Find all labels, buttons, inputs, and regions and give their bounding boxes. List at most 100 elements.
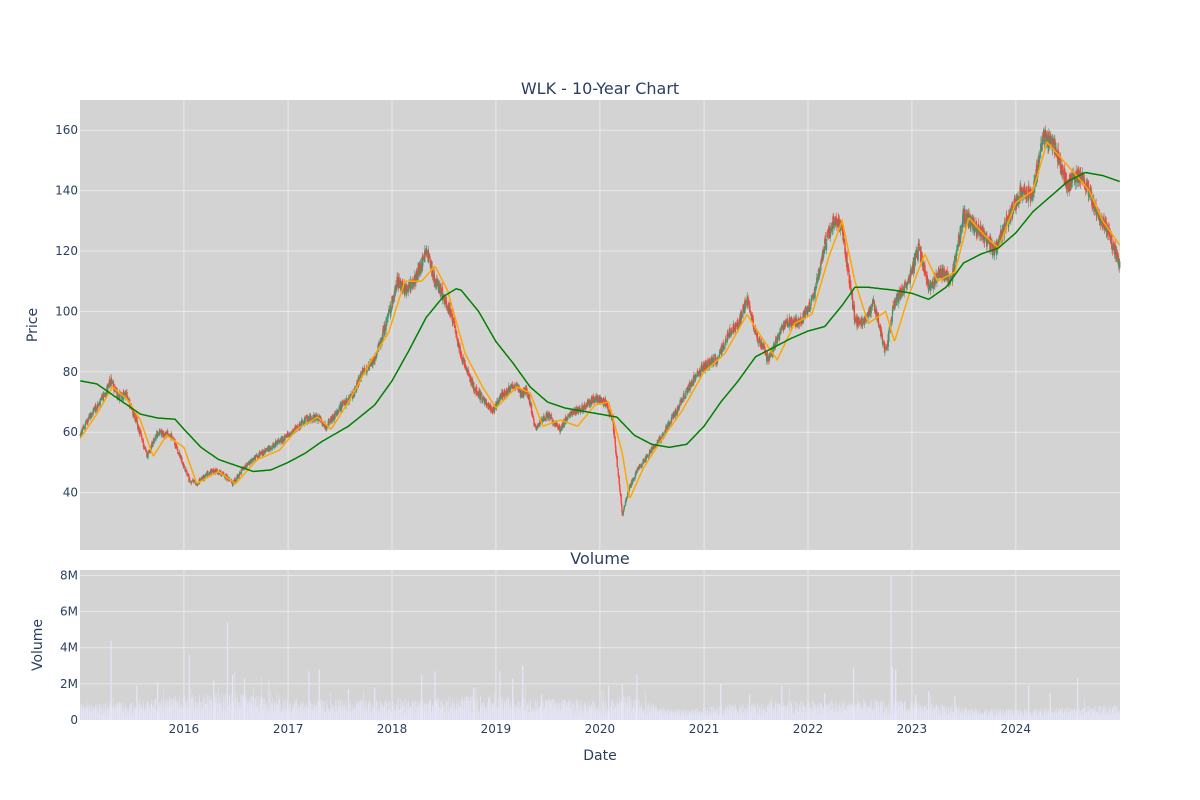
candlestick-down-body <box>231 480 233 483</box>
candlestick-up-body <box>822 252 825 258</box>
candlestick-up-body <box>895 297 897 306</box>
candlestick-down-body <box>145 450 147 453</box>
candlestick-up-body <box>353 393 355 397</box>
candlestick-down-body <box>842 233 845 243</box>
candlestick-down-body <box>557 427 560 430</box>
candlestick-down-body <box>715 362 717 364</box>
candlestick-up-body <box>111 380 113 382</box>
candlestick-up-body <box>1044 130 1046 138</box>
candlestick-up-body <box>767 357 769 358</box>
candlestick-down-body <box>213 469 215 474</box>
candlestick-up-body <box>268 446 271 450</box>
candlestick-down-body <box>95 406 97 410</box>
candlestick-down-body <box>414 274 416 285</box>
candlestick-down-body <box>617 466 619 468</box>
candlestick-down-body <box>219 470 221 473</box>
candlestick-up-body <box>884 349 886 354</box>
candlestick-up-body <box>1041 138 1044 145</box>
candlestick-up-body <box>448 303 450 308</box>
price-chart-title: WLK - 10-Year Chart <box>521 79 679 98</box>
candlestick-up-body <box>955 250 958 256</box>
candlestick-up-body <box>474 388 476 391</box>
candlestick-down-body <box>141 436 143 439</box>
candlestick-up-body <box>388 309 390 314</box>
candlestick-down-body <box>508 385 511 393</box>
candlestick-down-body <box>1054 142 1057 153</box>
candlestick-down-body <box>812 294 815 297</box>
candlestick-up-body <box>818 271 821 273</box>
candlestick-up-body <box>206 471 208 477</box>
candlestick-down-body <box>789 317 791 324</box>
candlestick-down-body <box>476 390 478 396</box>
candlestick-down-body <box>735 326 737 328</box>
candlestick-down-body <box>101 395 103 398</box>
candlestick-down-body <box>585 406 588 407</box>
candlestick-up-body <box>763 345 765 347</box>
candlestick-down-body <box>925 271 927 275</box>
candlestick-up-body <box>422 257 424 266</box>
candlestick-up-body <box>744 301 747 310</box>
candlestick-up-body <box>428 256 430 258</box>
candlestick-down-body <box>468 372 470 377</box>
candlestick-down-body <box>1052 139 1054 145</box>
candlestick-up-body <box>1058 161 1060 164</box>
candlestick-down-body <box>722 342 725 349</box>
candlestick-up-body <box>202 476 204 480</box>
candlestick-down-body <box>227 478 229 480</box>
candlestick-up-body <box>354 386 357 388</box>
candlestick-up-body <box>648 454 650 456</box>
candlestick-down-body <box>1008 213 1010 220</box>
candlestick-down-body <box>430 260 432 263</box>
candlestick-up-body <box>823 246 826 254</box>
candlestick-up-body <box>246 462 249 465</box>
candlestick-down-body <box>342 401 345 404</box>
candlestick-down-body <box>973 217 975 227</box>
candlestick-up-body <box>372 359 374 366</box>
candlestick-up-body <box>707 364 709 368</box>
candlestick-up-body <box>810 297 813 298</box>
candlestick-down-body <box>866 315 869 317</box>
candlestick-down-body <box>613 429 616 438</box>
candlestick-down-body <box>350 394 353 396</box>
candlestick-up-body <box>444 302 446 303</box>
candlestick-down-body <box>619 484 621 491</box>
candlestick-up-body <box>862 318 865 324</box>
candlestick-down-body <box>533 418 535 422</box>
candlestick-down-body <box>537 424 540 427</box>
candlestick-down-body <box>739 316 741 324</box>
candlestick-down-body <box>563 419 565 426</box>
candlestick-up-body <box>565 419 568 421</box>
candlestick-down-body <box>203 475 205 480</box>
candlestick-down-body <box>511 384 514 386</box>
candlestick-up-body <box>898 290 900 300</box>
candlestick-up-body <box>890 319 892 327</box>
candlestick-down-body <box>637 467 639 470</box>
candlestick-up-body <box>870 306 872 314</box>
candlestick-up-body <box>643 460 645 463</box>
candlestick-up-body <box>932 286 934 290</box>
candlestick-down-body <box>846 263 849 271</box>
candlestick-down-body <box>500 394 502 396</box>
candlestick-down-body <box>287 436 290 437</box>
candlestick-down-body <box>426 252 428 254</box>
candlestick-up-body <box>692 380 694 387</box>
candlestick-down-body <box>864 317 867 322</box>
candlestick-down-body <box>912 261 915 272</box>
candlestick-up-body <box>507 389 510 392</box>
candlestick-up-body <box>250 459 253 463</box>
candlestick-up-body <box>563 423 566 426</box>
candlestick-down-body <box>920 251 922 261</box>
candlestick-down-body <box>458 343 460 349</box>
candlestick-up-body <box>300 420 303 425</box>
candlestick-up-body <box>161 430 163 435</box>
candlestick-up-body <box>308 416 310 422</box>
candlestick-down-body <box>483 396 485 399</box>
candlestick-up-body <box>282 438 285 442</box>
candlestick-up-body <box>942 269 944 276</box>
candlestick-up-body <box>278 441 281 443</box>
candlestick-down-body <box>799 319 801 321</box>
candlestick-down-body <box>475 386 478 390</box>
candlestick-down-body <box>597 398 600 403</box>
candlestick-down-body <box>575 409 578 414</box>
candlestick-down-body <box>791 317 793 324</box>
